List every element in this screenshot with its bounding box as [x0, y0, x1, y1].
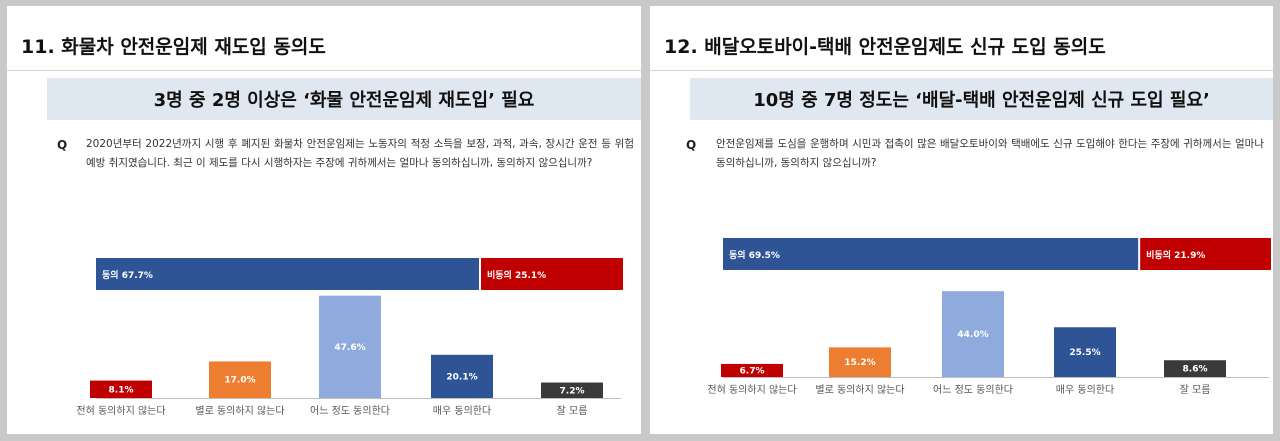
bar-2	[942, 291, 1004, 377]
headline-banner: 10명 중 7명 정도는 ‘배달-택배 안전운임제 신규 도입 필요’	[690, 78, 1273, 120]
x-tick-label-4: 잘 모름	[557, 405, 588, 417]
bar-1	[209, 361, 271, 398]
bar-2	[319, 295, 381, 398]
agreement-bar-chart: 동의 69.5% 비동의 21.9% 6.7% 전혀 동의하지 않는다 15.2% 별로 …	[707, 238, 1271, 396]
summary-segment-0	[723, 238, 1139, 270]
question-mark: Q	[57, 138, 68, 152]
bar-1	[829, 347, 891, 377]
data-label-3: 20.1%	[446, 372, 477, 382]
bar-4	[1164, 360, 1226, 377]
question-text: 2020년부터 2022년까지 시행 후 폐지된 화물차 안전운임제는 노동자의…	[86, 138, 634, 169]
question-mark: Q	[686, 138, 697, 152]
bar-4	[541, 382, 603, 398]
x-tick-label-1: 별로 동의하지 않는다	[815, 383, 904, 396]
data-label-1: 15.2%	[844, 358, 875, 368]
title-divider	[650, 70, 1273, 71]
x-tick-label-1: 별로 동의하지 않는다	[195, 404, 284, 417]
x-tick-label-3: 매우 동의한다	[433, 405, 491, 417]
data-label-4: 7.2%	[560, 386, 585, 396]
summary-label-0: 동의 69.5%	[729, 249, 780, 261]
agreement-bar-chart: 동의 67.7% 비동의 25.1% 8.1% 전혀 동의하지 않는다 17.0% 별로 …	[76, 258, 623, 417]
summary-label-0: 동의 67.7%	[102, 269, 153, 281]
summary-segment-1	[1140, 238, 1271, 270]
survey-panel-11: 11. 화물차 안전운임제 재도입 동의도 3명 중 2명 이상은 ‘화물 안전…	[7, 6, 641, 434]
data-label-3: 25.5%	[1069, 348, 1100, 358]
panel-title: 11. 화물차 안전운임제 재도입 동의도	[21, 36, 326, 58]
bar-3	[431, 354, 493, 398]
data-label-2: 47.6%	[334, 343, 365, 353]
summary-segment-0	[96, 258, 480, 290]
x-tick-label-0: 전혀 동의하지 않는다	[707, 383, 796, 396]
x-tick-label-0: 전혀 동의하지 않는다	[76, 404, 165, 417]
title-divider	[7, 70, 641, 71]
x-tick-label-4: 잘 모름	[1180, 384, 1211, 396]
bar-0	[90, 380, 152, 398]
x-tick-label-2: 어느 정도 동의한다	[310, 405, 390, 417]
summary-segment-1	[481, 258, 623, 290]
panel-title: 12. 배달오토바이-택배 안전운임제도 신규 도입 동의도	[664, 36, 1106, 58]
summary-label-1: 비동의 25.1%	[487, 269, 546, 281]
data-label-4: 8.6%	[1183, 365, 1208, 375]
x-tick-label-2: 어느 정도 동의한다	[933, 384, 1013, 396]
question-text: 안전운임제를 도심을 운행하며 시민과 접촉이 많은 배달오토바이와 택배에도 …	[716, 138, 1264, 169]
headline-banner: 3명 중 2명 이상은 ‘화물 안전운임제 재도입’ 필요	[47, 78, 641, 120]
data-label-1: 17.0%	[224, 376, 255, 386]
data-label-0: 8.1%	[109, 385, 134, 395]
x-tick-label-3: 매우 동의한다	[1056, 384, 1114, 396]
bar-3	[1054, 327, 1116, 377]
data-label-2: 44.0%	[957, 330, 988, 340]
survey-panel-12: 12. 배달오토바이-택배 안전운임제도 신규 도입 동의도 10명 중 7명 …	[650, 6, 1273, 434]
bar-0	[721, 363, 783, 377]
data-label-0: 6.7%	[740, 366, 765, 376]
summary-label-1: 비동의 21.9%	[1146, 249, 1205, 261]
